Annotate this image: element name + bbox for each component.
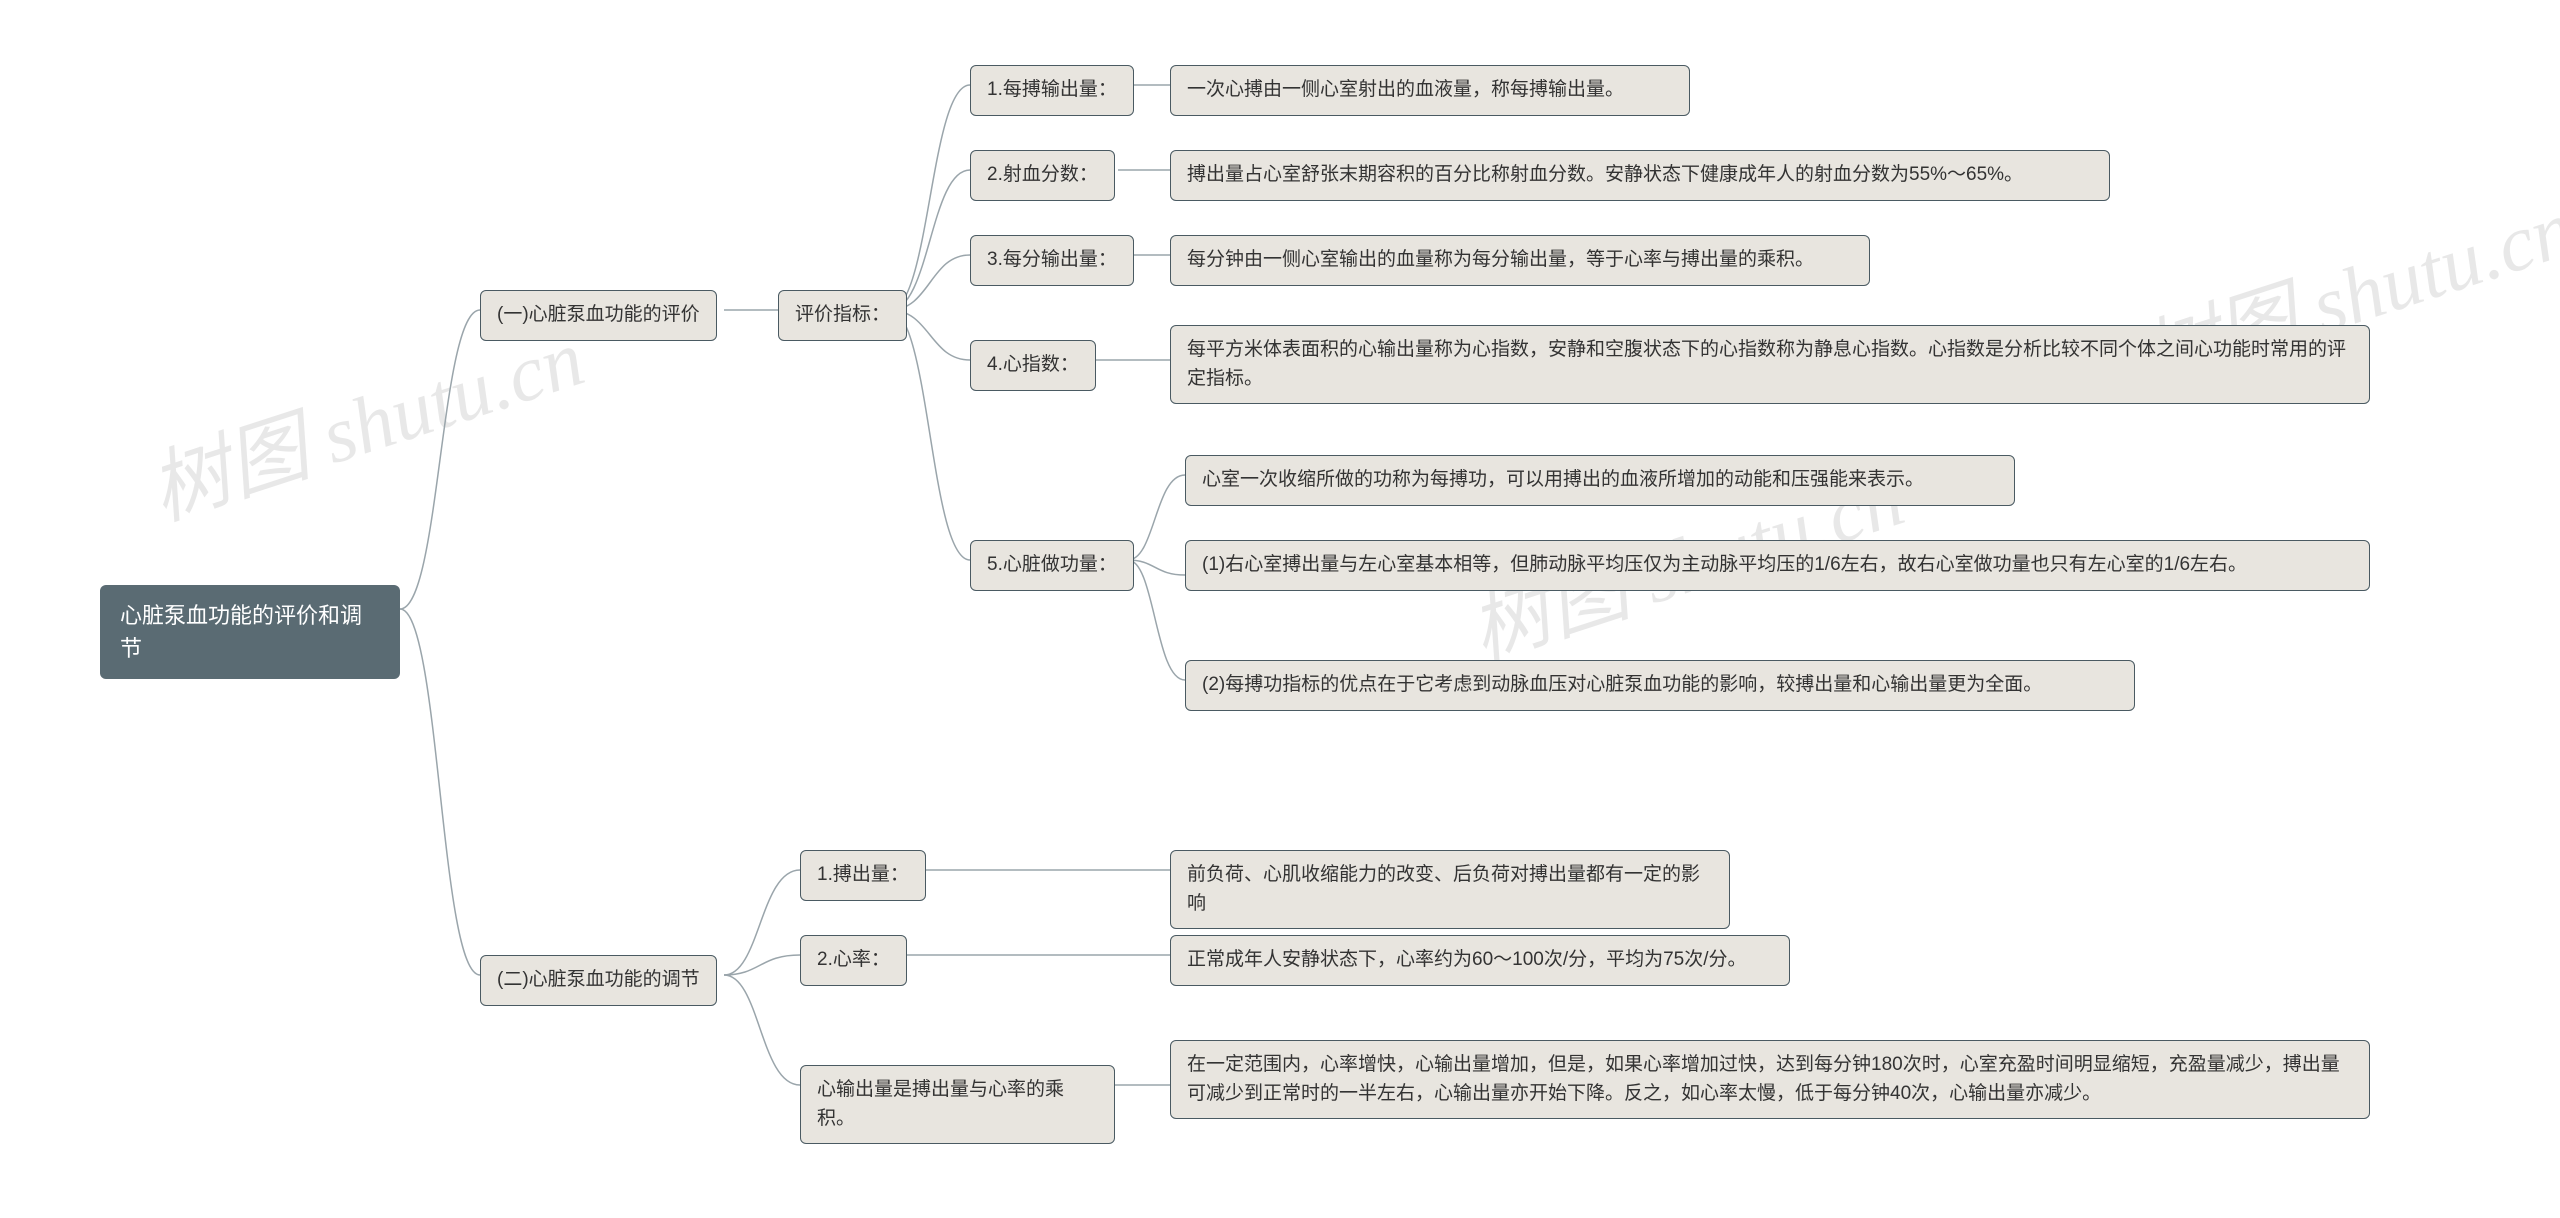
root-node: 心脏泵血功能的评价和调节 (100, 585, 400, 679)
b-item-1: 1.搏出量： (800, 850, 926, 901)
a-item-4: 4.心指数： (970, 340, 1096, 391)
b-item-3: 心输出量是搏出量与心率的乘积。 (800, 1065, 1115, 1144)
section-a: (一)心脏泵血功能的评价 (480, 290, 717, 341)
section-b: (二)心脏泵血功能的调节 (480, 955, 717, 1006)
a-item-3-desc: 每分钟由一侧心室输出的血量称为每分输出量，等于心率与搏出量的乘积。 (1170, 235, 1870, 286)
edge (1128, 560, 1185, 680)
edge (400, 609, 480, 975)
a-item-2-desc: 搏出量占心室舒张末期容积的百分比称射血分数。安静状态下健康成年人的射血分数为55… (1170, 150, 2110, 201)
edge (400, 310, 480, 609)
a-item-1-desc: 一次心搏由一侧心室射出的血液量，称每搏输出量。 (1170, 65, 1690, 116)
a-item-5-sub-1: 心室一次收缩所做的功称为每搏功，可以用搏出的血液所增加的动能和压强能来表示。 (1185, 455, 2015, 506)
edge (890, 310, 970, 560)
a-item-3: 3.每分输出量： (970, 235, 1134, 286)
edge (724, 870, 800, 975)
edge (1128, 560, 1185, 575)
edge (1128, 475, 1185, 560)
a-item-1: 1.每搏输出量： (970, 65, 1134, 116)
criteria-label: 评价指标： (778, 290, 907, 341)
edge (724, 955, 800, 975)
edge (724, 975, 800, 1085)
a-item-5: 5.心脏做功量： (970, 540, 1134, 591)
edge (890, 170, 970, 310)
b-item-3-desc: 在一定范围内，心率增快，心输出量增加，但是，如果心率增加过快，达到每分钟180次… (1170, 1040, 2370, 1119)
b-item-1-desc: 前负荷、心肌收缩能力的改变、后负荷对搏出量都有一定的影响 (1170, 850, 1730, 929)
a-item-4-desc: 每平方米体表面积的心输出量称为心指数，安静和空腹状态下的心指数称为静息心指数。心… (1170, 325, 2370, 404)
edge (890, 85, 970, 310)
b-item-2: 2.心率： (800, 935, 907, 986)
a-item-5-sub-3: (2)每搏功指标的优点在于它考虑到动脉血压对心脏泵血功能的影响，较搏出量和心输出… (1185, 660, 2135, 711)
b-item-2-desc: 正常成年人安静状态下，心率约为60～100次/分，平均为75次/分。 (1170, 935, 1790, 986)
a-item-5-sub-2: (1)右心室搏出量与左心室基本相等，但肺动脉平均压仅为主动脉平均压的1/6左右，… (1185, 540, 2370, 591)
a-item-2: 2.射血分数： (970, 150, 1115, 201)
